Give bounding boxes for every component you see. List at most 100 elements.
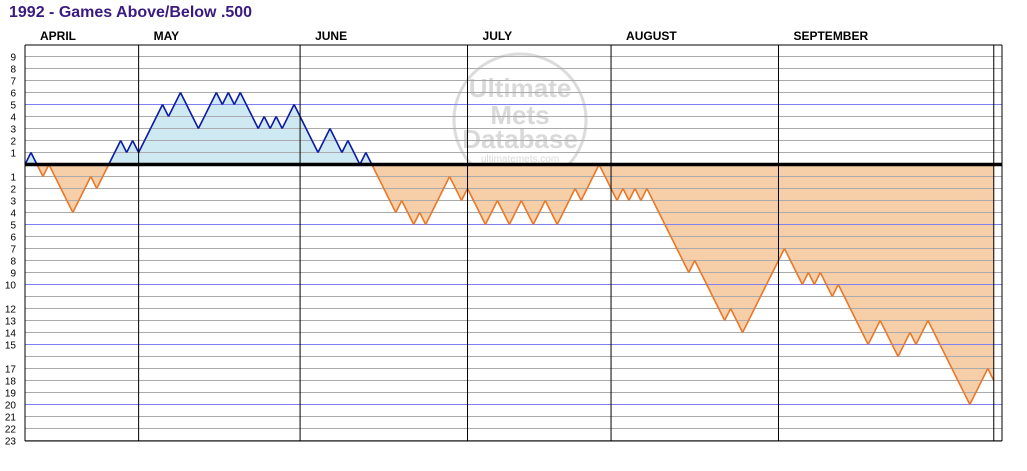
data-point-segment [723,308,732,321]
y-tick-label: 14 [5,329,17,340]
data-point-segment [60,188,68,201]
data-point-segment [658,212,666,225]
month-label: MAY [154,29,180,43]
data-point-segment [96,176,104,189]
y-tick-label: 6 [10,233,16,244]
y-tick-label: 12 [5,305,17,316]
above-500-area [25,152,37,165]
data-point-segment [490,200,499,213]
data-point-segment [861,332,869,345]
data-point-segment [269,116,277,129]
data-point-segment [305,128,313,141]
data-point-segment [795,272,804,285]
data-point-segment [664,224,672,237]
y-tick-label: 3 [10,125,16,136]
data-point-segment [72,200,80,213]
data-point-segment [532,212,540,225]
data-point-segment [562,200,570,213]
data-point-segment [311,140,319,153]
y-tick-label: 9 [10,53,16,64]
data-point-segment [155,104,164,117]
data-point-segment [729,308,738,321]
data-point-segment [209,92,218,105]
data-point-segment [191,116,200,129]
data-point-segment [389,200,397,213]
data-point-segment [137,140,146,153]
data-point-segment [945,356,953,369]
data-point-segment [245,104,253,117]
data-point-segment [646,188,654,201]
y-tick-label: 1 [10,149,16,160]
data-point-segment [873,320,881,333]
y-tick-label: 23 [5,437,17,448]
y-tick-label: 15 [5,341,17,352]
data-point-segment [317,140,325,153]
data-point-segment [592,164,600,177]
data-point-segment [933,332,941,345]
data-point-segment [84,176,92,189]
data-point-segment [700,272,708,285]
axes [24,44,1003,442]
data-point-segment [676,248,684,261]
data-point-segment [915,332,923,345]
y-tick-label: 13 [5,317,17,328]
data-point-segment [263,116,271,129]
y-tick-label: 1 [10,173,16,184]
data-point-segment [514,200,523,213]
data-point-segment [783,248,792,261]
data-point-segment [849,308,857,321]
data-point-segment [789,260,798,273]
data-point-segment [48,164,56,177]
month-label: JULY [483,29,513,43]
data-point-segment [969,392,977,405]
data-point-segment [149,116,158,129]
data-point-segment [867,332,875,345]
axis-labels: APRIL MAY JUNE JULY AUGUST SEPTEMBER123456789… [5,29,869,448]
below-500-area [371,164,600,225]
data-point-segment [610,188,618,201]
data-point-segment [36,164,44,177]
data-point-segment [119,140,128,153]
data-point-segment [341,140,349,153]
data-point-segment [377,176,385,189]
data-point-segment [622,188,630,201]
y-tick-label: 6 [10,89,16,100]
month-label: AUGUST [626,29,677,43]
data-point-segment [508,212,517,225]
data-point-segment [771,260,780,273]
data-point-segment [939,344,947,357]
data-point-segment [843,296,851,309]
data-point-segment [616,188,624,201]
data-point-segment [634,188,642,201]
watermark-text: Ultimate [469,73,572,103]
data-point-segment [293,104,301,117]
y-tick-label: 21 [5,413,17,424]
data-point-segment [735,320,744,333]
data-point-segment [161,104,170,117]
chart-title: 1992 - Games Above/Below .500 [9,4,253,21]
data-point-segment [251,116,259,129]
y-tick-label: 3 [10,197,16,208]
data-point-segment [287,104,295,117]
data-point-segment [807,272,816,285]
data-point-segment [568,188,576,201]
data-point-segment [801,272,810,285]
data-point-segment [688,260,696,273]
data-point-segment [472,200,481,213]
data-point-segment [526,212,535,225]
data-point-segment [598,164,606,177]
data-point-segment [496,200,505,213]
data-point-segment [837,284,845,297]
data-point-segment [257,116,265,129]
below-500-area [36,164,49,177]
y-tick-label: 8 [10,65,16,76]
data-point-segment [747,308,756,321]
data-point-segment [335,140,343,153]
data-point-segment [951,368,959,381]
data-point-segment [921,320,929,333]
data-point-segment [203,104,212,117]
data-point-segment [66,200,74,213]
data-point-segment [383,188,391,201]
data-point-segment [131,140,140,153]
data-point-segment [173,92,182,105]
